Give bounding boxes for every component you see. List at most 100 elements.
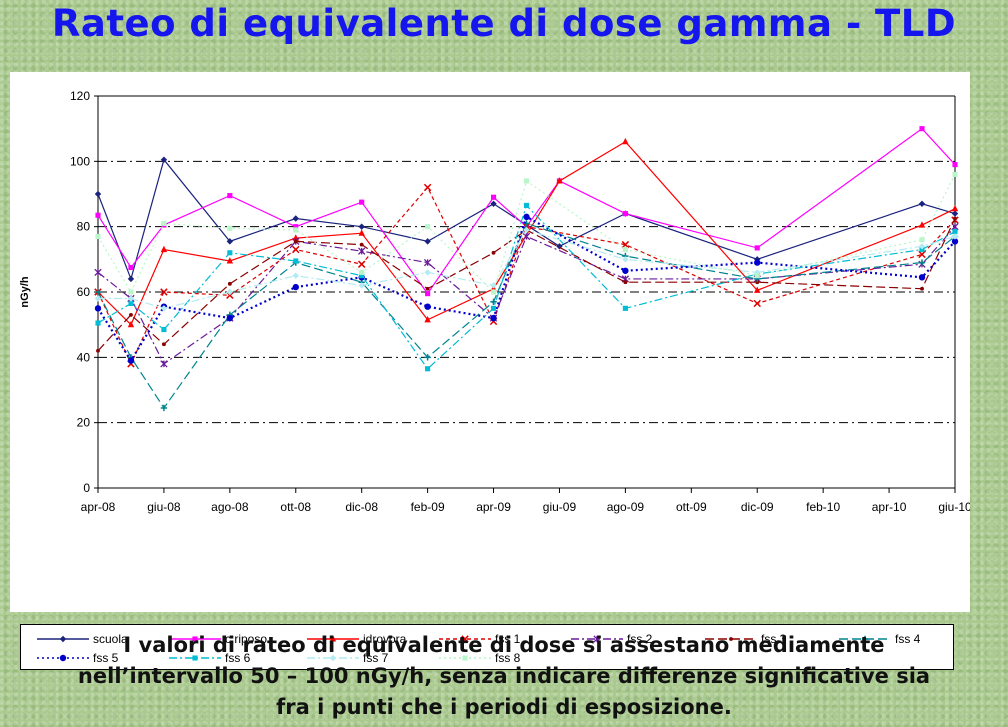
data-point xyxy=(623,280,628,285)
series-line-idrovora xyxy=(97,140,956,326)
legend-item: fss 4 xyxy=(839,632,921,646)
data-point xyxy=(622,256,629,263)
marker-shape xyxy=(293,224,299,230)
marker-shape xyxy=(556,177,563,184)
marker-shape xyxy=(424,315,431,323)
data-point xyxy=(952,171,958,177)
marker-shape xyxy=(160,156,168,163)
slide-title: Rateo di equivalente di dose gamma - TLD xyxy=(51,2,957,45)
data-point xyxy=(523,202,530,208)
data-point xyxy=(127,320,135,328)
data-point xyxy=(918,259,926,266)
data-point xyxy=(226,314,234,322)
marker-shape xyxy=(951,223,959,231)
marker-shape xyxy=(952,229,958,235)
marker-shape xyxy=(953,216,957,221)
marker-shape xyxy=(329,635,337,642)
x-tick-label: feb-10 xyxy=(806,500,840,514)
data-point xyxy=(490,289,497,295)
series-line-fss-8 xyxy=(97,174,956,294)
data-point xyxy=(95,320,101,326)
data-point xyxy=(128,289,134,295)
marker-shape xyxy=(920,286,924,291)
x-tick-label: dic-08 xyxy=(345,500,378,514)
x-tick-label: giu-09 xyxy=(543,500,577,514)
marker-shape xyxy=(490,314,497,322)
legend-label: fss 1 xyxy=(495,632,521,646)
legend-marker xyxy=(59,654,67,662)
marker-shape xyxy=(129,312,133,317)
marker-shape xyxy=(227,225,233,231)
legend-marker xyxy=(329,654,337,662)
legend-label: fss 2 xyxy=(627,632,653,646)
data-point xyxy=(226,238,234,245)
data-point xyxy=(490,194,497,200)
marker-shape xyxy=(357,260,366,268)
marker-shape xyxy=(226,238,234,245)
marker-shape xyxy=(293,258,299,264)
marker-shape xyxy=(523,213,530,221)
marker-shape xyxy=(754,245,760,251)
legend-item: fss 6 xyxy=(169,651,251,665)
marker-shape xyxy=(127,295,135,302)
marker-shape xyxy=(96,348,100,353)
data-point xyxy=(162,342,166,347)
data-point xyxy=(622,305,628,311)
marker-shape xyxy=(425,224,431,230)
data-point xyxy=(951,204,959,212)
marker-shape xyxy=(160,305,168,312)
marker-shape xyxy=(358,282,365,289)
marker-shape xyxy=(424,269,431,276)
data-point xyxy=(423,183,432,192)
caption-line-3: fra i punti che i periodi di esposizione… xyxy=(276,695,732,719)
data-point xyxy=(622,137,629,145)
data-point xyxy=(425,291,431,297)
data-point xyxy=(95,212,101,218)
data-point xyxy=(918,274,926,281)
marker-shape xyxy=(490,282,497,289)
x-tick-label: giu-08 xyxy=(147,500,181,514)
data-point xyxy=(358,229,365,236)
marker-shape xyxy=(226,257,234,264)
marker-shape xyxy=(522,232,531,241)
marker-shape xyxy=(59,635,67,643)
data-point xyxy=(160,288,168,296)
marker-shape xyxy=(490,298,497,305)
data-point xyxy=(293,227,299,233)
data-point xyxy=(161,220,167,226)
marker-shape xyxy=(292,283,299,291)
marker-shape xyxy=(622,305,628,311)
marker-shape xyxy=(425,286,430,291)
marker-shape xyxy=(523,226,530,234)
data-point xyxy=(919,237,925,243)
marker-shape xyxy=(226,288,234,296)
marker-shape xyxy=(622,211,628,217)
marker-shape xyxy=(358,229,365,236)
marker-shape xyxy=(359,273,365,279)
y-tick-label: 60 xyxy=(77,285,91,299)
marker-shape xyxy=(128,300,134,306)
legend-marker xyxy=(329,635,337,642)
marker-shape xyxy=(160,245,168,253)
data-point xyxy=(754,273,760,279)
data-point xyxy=(227,281,232,286)
data-point xyxy=(490,282,497,289)
data-point xyxy=(359,199,365,205)
data-point xyxy=(160,156,168,163)
chart-legend: scuola c.riposo idrovora fss 1 fss 2 fss 3 fss… xyxy=(20,624,954,670)
data-point xyxy=(357,260,366,268)
data-point xyxy=(951,223,959,231)
y-tick-label: 80 xyxy=(77,220,91,234)
marker-shape xyxy=(425,366,431,372)
x-tick-label: apr-09 xyxy=(476,500,511,514)
data-point xyxy=(754,245,760,251)
y-tick-label: 0 xyxy=(83,481,90,495)
data-point xyxy=(425,366,431,372)
legend-marker xyxy=(192,636,198,642)
marker-shape xyxy=(755,280,760,285)
legend-label: scuola xyxy=(93,632,128,646)
legend-label: c.riposo xyxy=(225,632,267,646)
marker-shape xyxy=(918,250,926,259)
data-point xyxy=(918,221,926,228)
data-point xyxy=(424,303,431,310)
